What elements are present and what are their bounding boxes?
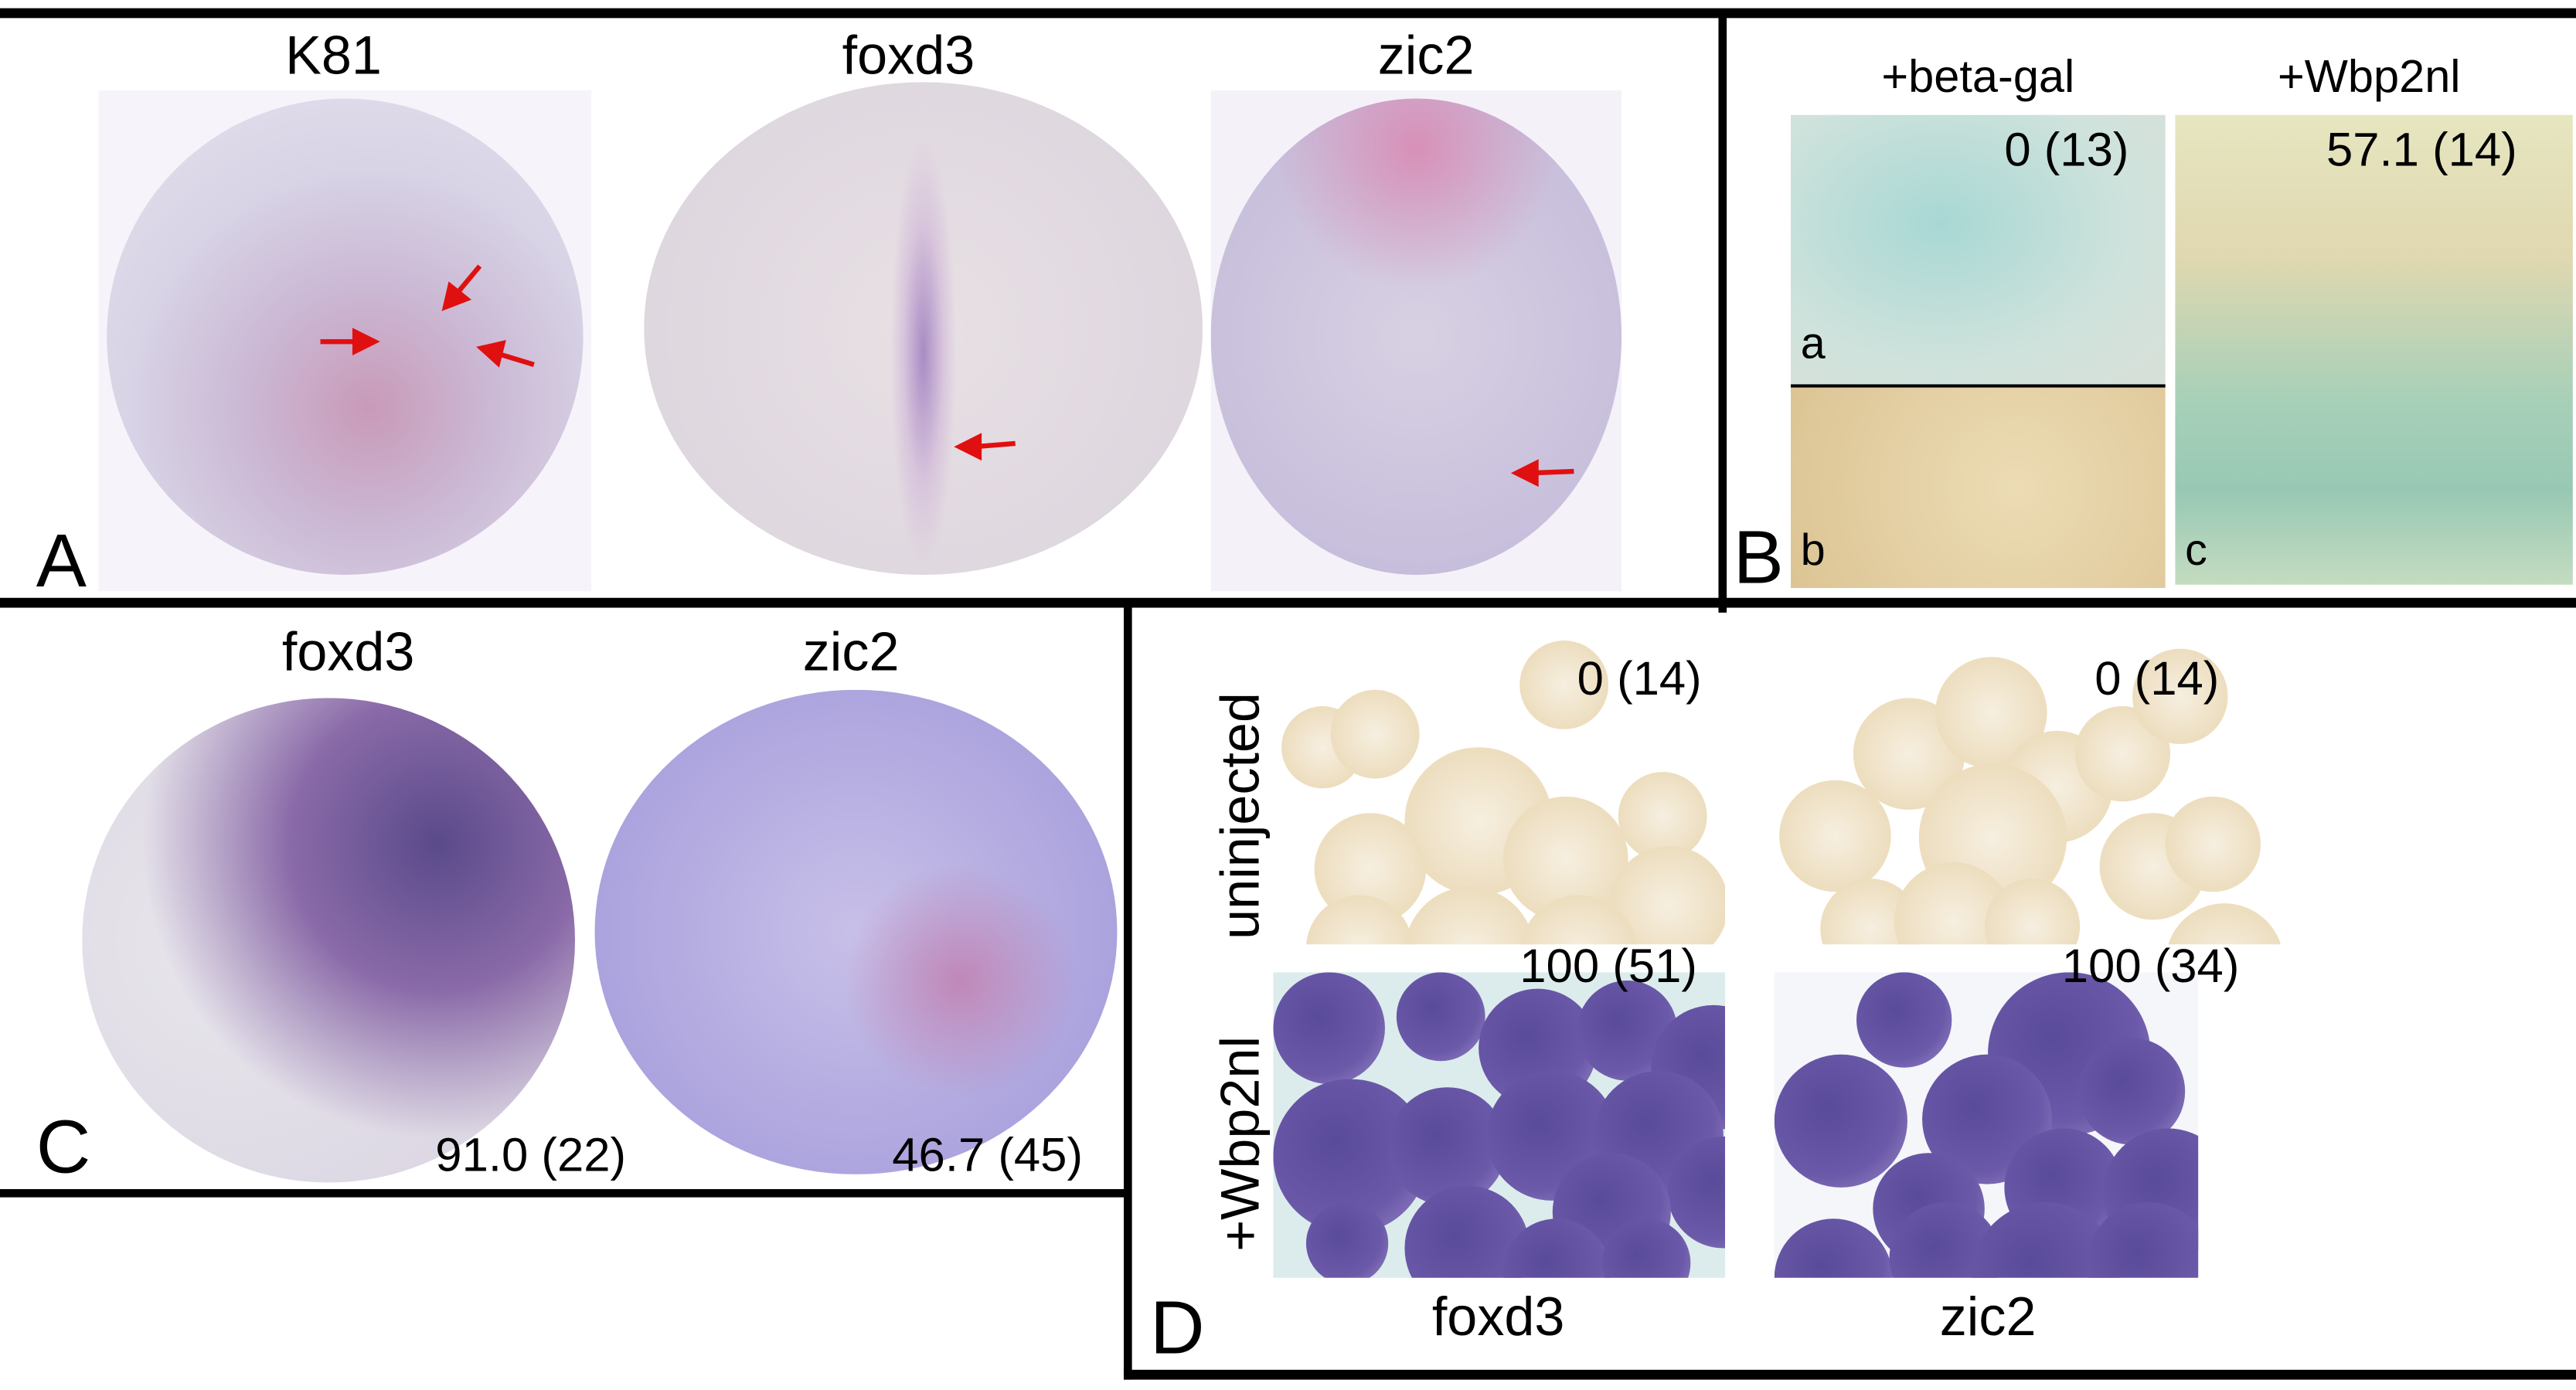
- title-beta-gal: +beta-gal: [1881, 50, 2075, 102]
- embryo: [1273, 972, 1386, 1085]
- title-foxd3: foxd3: [842, 24, 975, 86]
- embryo: [1779, 780, 1892, 893]
- embryo: [644, 82, 1203, 575]
- score-wbp2nl-foxd3: 100 (51): [1519, 941, 1697, 994]
- arrow-head-icon: [441, 281, 472, 311]
- embryo: [1388, 1087, 1507, 1206]
- title-wbp2nl: +Wbp2nl: [2277, 50, 2461, 102]
- embryo: [1330, 689, 1420, 779]
- column-label-zic2: zic2: [1939, 1286, 2037, 1348]
- zic2-image: [1210, 90, 1622, 592]
- title-zic2: zic2: [1377, 24, 1475, 86]
- title-foxd3: foxd3: [281, 620, 415, 682]
- red-arrows: [320, 264, 1574, 488]
- embryo: [2078, 1038, 2185, 1145]
- score-zic2: 46.7 (45): [892, 1130, 1084, 1183]
- title-k81: K81: [285, 24, 382, 86]
- uninjected-foxd3-image: [1273, 632, 1725, 945]
- divider-c-bottom: [0, 1189, 1131, 1198]
- image-divider: [1791, 384, 2166, 388]
- score-wbp2nl-zic2: 100 (34): [2061, 941, 2240, 994]
- embryo: [1519, 641, 1609, 729]
- embryo: [1774, 1054, 1907, 1188]
- zic2-embryo: [594, 689, 1118, 1174]
- foxd3-image: [641, 73, 1208, 583]
- border-d-bottom: [1123, 1369, 2576, 1380]
- embryo: [1774, 1218, 1893, 1278]
- wbp2nl-foxd3-image: [1273, 972, 1725, 1278]
- column-label-foxd3: foxd3: [1431, 1286, 1565, 1348]
- beta-gal-image-b: [1791, 387, 2166, 589]
- sublabel-a: a: [1800, 318, 1826, 369]
- row-label-uninjected: uninjected: [1209, 692, 1271, 940]
- divider-a-b: [1718, 13, 1727, 613]
- panel-letter-c: C: [36, 1103, 91, 1190]
- panel-letter-d: D: [1149, 1284, 1205, 1370]
- row-label-wbp2nl: +Wbp2nl: [1209, 1035, 1271, 1252]
- sublabel-b: b: [1800, 525, 1826, 575]
- arrow-head-icon: [1510, 459, 1539, 488]
- arrow-icon: [495, 350, 535, 367]
- embryo: [2132, 648, 2227, 744]
- foxd3-embryo: [82, 698, 575, 1183]
- wbp2nl-image-c: [2175, 114, 2573, 585]
- embryo: [1305, 1202, 1390, 1278]
- embryo: [1984, 879, 2080, 945]
- panel-letter-b: B: [1733, 514, 1784, 600]
- embryo: [1210, 98, 1622, 575]
- wbp2nl-zic2-image: [1774, 972, 2199, 1278]
- divider-top-row: [0, 597, 2576, 608]
- title-zic2: zic2: [802, 620, 900, 682]
- score-uninjected-foxd3: 0 (14): [1577, 654, 1702, 707]
- score-uninjected-zic2: 0 (14): [2094, 654, 2220, 707]
- sublabel-c: c: [2185, 525, 2207, 575]
- arrow-head-icon: [954, 433, 982, 461]
- panel-letter-a: A: [36, 517, 87, 603]
- beta-gal-image-a: [1791, 114, 2166, 386]
- divider-c-d: [1123, 604, 1132, 1380]
- embryo: [107, 98, 584, 575]
- score-wbp2nl: 57.1 (14): [2326, 124, 2517, 178]
- score-foxd3: 91.0 (22): [435, 1130, 627, 1183]
- embryo: [1396, 972, 1485, 1062]
- arrow-head-icon: [476, 339, 506, 368]
- arrow-head-icon: [352, 328, 380, 356]
- score-beta-gal: 0 (13): [2004, 124, 2129, 178]
- embryo: [2165, 796, 2261, 892]
- uninjected-zic2-image: [1754, 632, 2281, 945]
- border-top: [0, 8, 2576, 19]
- embryo: [1856, 972, 1952, 1067]
